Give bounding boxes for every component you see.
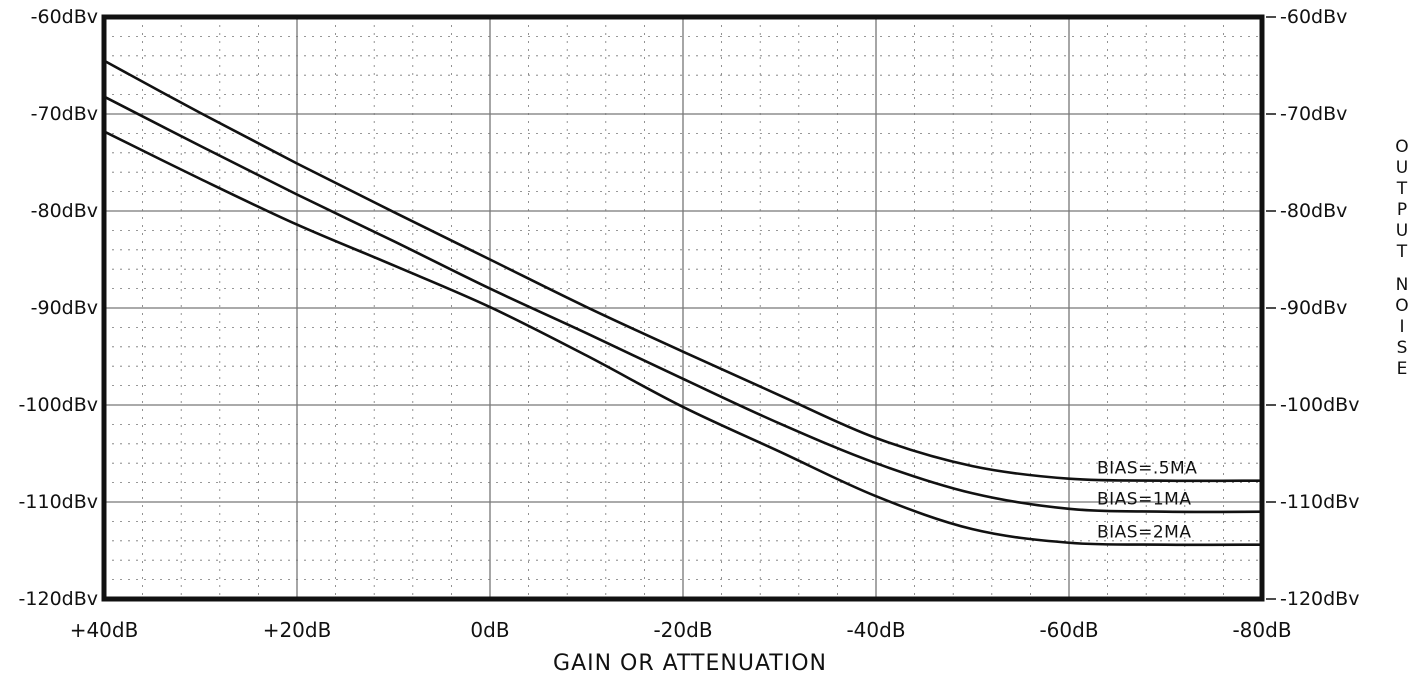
x-tick-label: 0dB	[470, 618, 509, 642]
y-tick-label-right: -80dBv	[1280, 200, 1347, 222]
y-axis-right-title-char: T	[1396, 242, 1408, 262]
series-label-2: BIAS=1MA	[1097, 490, 1191, 510]
y-tick-label-right: -60dBv	[1280, 6, 1347, 28]
y-axis-right: -60dBv -70dBv -80dBv -90dBv -100dBv -110dBv -1…	[1266, 6, 1359, 610]
x-tick-label: +20dB	[263, 618, 332, 642]
y-axis-right-title-char: E	[1397, 359, 1408, 379]
y-tick-label-left: -70dBv	[31, 103, 98, 125]
plot-frame	[101, 14, 1265, 602]
y-tick-label-left: -100dBv	[19, 394, 98, 416]
y-tick-label-left: -120dBv	[19, 588, 98, 610]
y-axis-right-title-char: U	[1396, 158, 1408, 178]
y-tick-label-right: -110dBv	[1280, 491, 1359, 513]
x-tick-label: -80dB	[1232, 618, 1291, 642]
y-tick-label-left: -90dBv	[31, 297, 98, 319]
y-axis-right-title-char: P	[1397, 200, 1407, 220]
x-axis-title: GAIN OR ATTENUATION	[553, 651, 827, 676]
y-axis-right-title-char: I	[1399, 317, 1404, 337]
y-tick-label-right: -70dBv	[1280, 103, 1347, 125]
x-tick-label: -40dB	[846, 618, 905, 642]
series-label-1: BIAS=.5MA	[1097, 459, 1197, 479]
x-tick-label: -60dB	[1039, 618, 1098, 642]
y-axis-right-title-char: N	[1396, 275, 1409, 295]
series-label-3: BIAS=2MA	[1097, 523, 1191, 543]
y-axis-right-title-char: U	[1396, 221, 1408, 241]
series-lines	[103, 59, 1263, 547]
series-labels: BIAS=.5MA BIAS=1MA BIAS=2MA	[1097, 459, 1197, 543]
series-line-1	[103, 59, 1263, 483]
y-tick-label-right: -100dBv	[1280, 394, 1359, 416]
series-line-2	[103, 95, 1263, 514]
y-tick-label-right: -90dBv	[1280, 297, 1347, 319]
y-tick-label-right: -120dBv	[1280, 588, 1359, 610]
y-axis-right-title-char: T	[1396, 179, 1408, 199]
y-axis-right-title-char: O	[1395, 137, 1408, 157]
y-axis-right-title-char: S	[1397, 338, 1408, 358]
y-tick-label-left: -80dBv	[31, 200, 98, 222]
x-axis: +40dB +20dB 0dB -20dB -40dB -60dB -80dB	[70, 618, 1292, 642]
y-tick-label-left: -110dBv	[19, 491, 98, 513]
y-axis-left: -60dBv -70dBv -80dBv -90dBv -100dBv -110dBv -1…	[19, 6, 98, 610]
x-tick-label: -20dB	[653, 618, 712, 642]
series-line-3	[103, 130, 1263, 547]
grid	[103, 16, 1263, 600]
y-axis-right-title-char: O	[1395, 296, 1408, 316]
x-tick-label: +40dB	[70, 618, 139, 642]
y-tick-label-left: -60dBv	[31, 6, 98, 28]
